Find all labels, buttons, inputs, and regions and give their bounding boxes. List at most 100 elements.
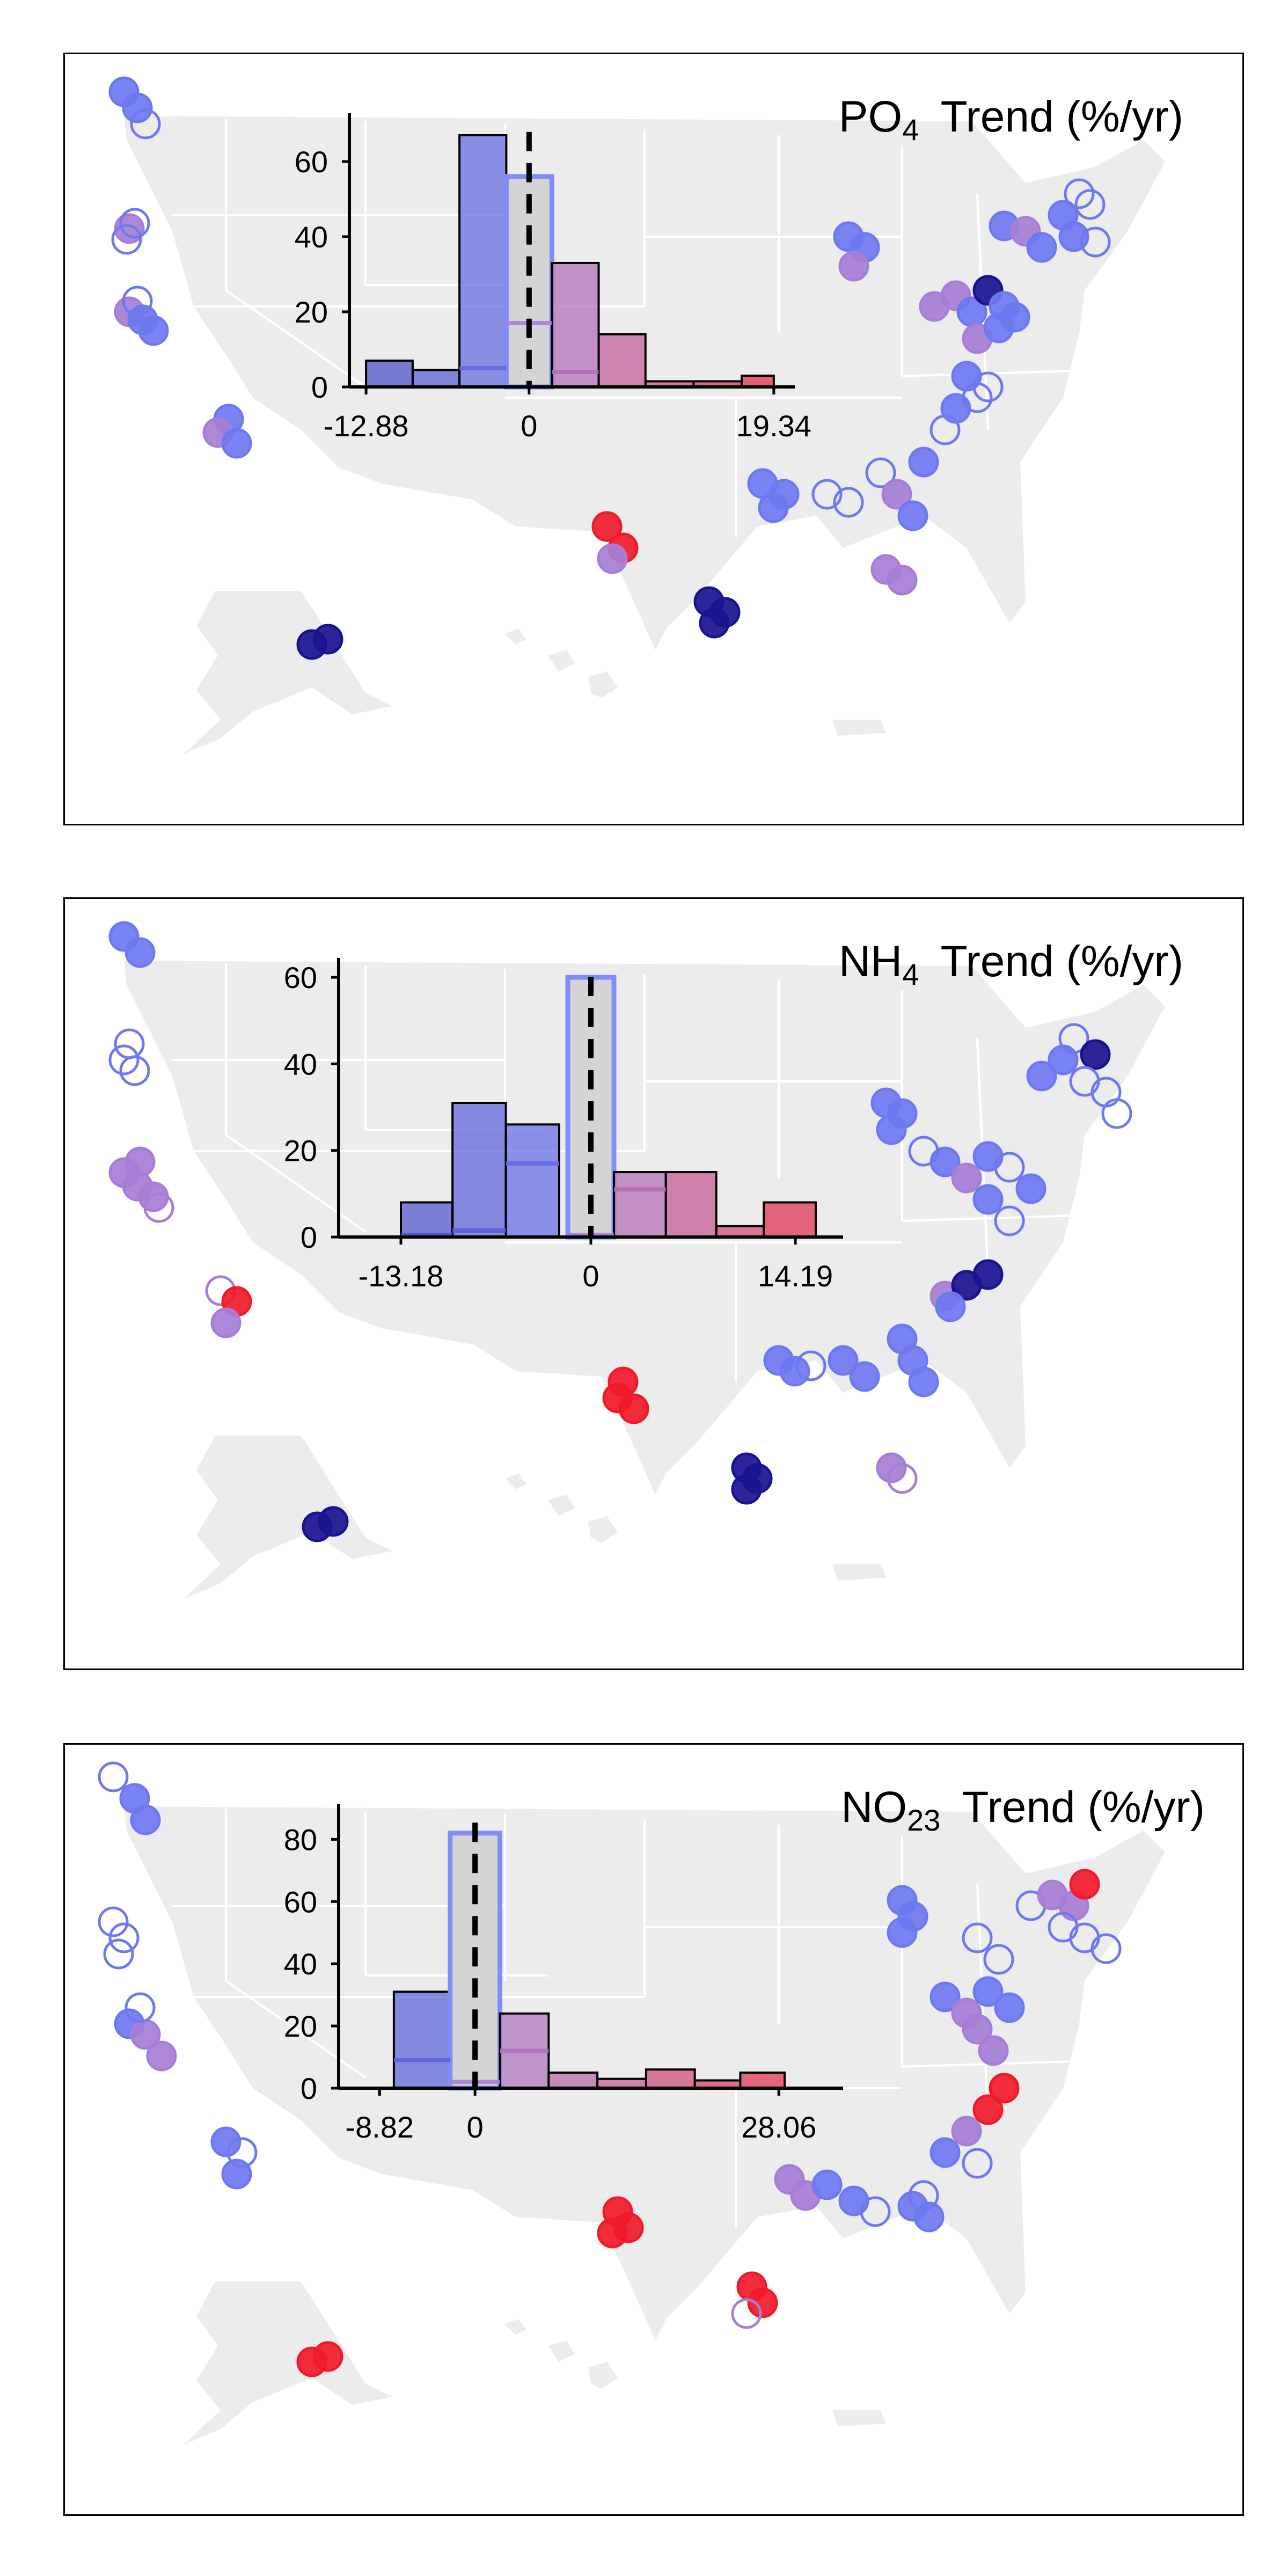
site-dot (887, 1463, 918, 1494)
site-dot (1015, 1173, 1046, 1204)
site-dot (865, 457, 896, 488)
site-dot (1026, 232, 1057, 263)
site-dot (811, 479, 843, 510)
site-dot (119, 208, 150, 239)
x-tick-label: 0 (582, 1259, 599, 1293)
site-dot (908, 1366, 939, 1397)
site-dot (98, 1906, 129, 1937)
site-dot (146, 2040, 177, 2072)
title-no23-sub: 23 (907, 1803, 941, 1837)
site-dot (210, 1307, 241, 1338)
site-dot (731, 1474, 762, 1505)
site-dot (1048, 1044, 1079, 1075)
title-nh4-main: NH (838, 937, 903, 986)
site-dot (597, 2218, 628, 2249)
site-dot (833, 487, 864, 518)
land-hawaii (505, 2319, 618, 2389)
histogram-bar (547, 2072, 599, 2089)
histogram-bar (400, 1201, 454, 1239)
site-dot (994, 1992, 1025, 2023)
site-dot (930, 1981, 961, 2012)
site-dot (699, 608, 730, 639)
site-dot (731, 2298, 762, 2329)
site-dot (962, 2148, 993, 2179)
histogram-bar (365, 360, 414, 388)
site-dot (935, 1291, 966, 1322)
site-dot (881, 479, 912, 510)
site-dot (318, 1506, 349, 1537)
map-po4: 0 20 40 60 -12.88 0 19.34 (108, 76, 1165, 755)
site-dot (143, 1192, 174, 1223)
y-tick-label: 40 (284, 1047, 317, 1081)
site-dot (1080, 1039, 1111, 1070)
site-dot (940, 393, 971, 424)
histogram-bar (645, 2068, 696, 2090)
site-dot (972, 2094, 1004, 2125)
title-nh4-sub: 4 (902, 957, 919, 991)
histogram-bar (597, 333, 647, 388)
y-tick-label: 0 (301, 1220, 317, 1254)
site-dot (597, 543, 628, 574)
title-po4-main: PO (838, 92, 903, 141)
state-border (225, 289, 367, 388)
basemap (124, 1806, 1165, 2445)
y-tick-label: 0 (311, 370, 328, 404)
x-tick-label: 0 (521, 409, 537, 443)
land-puerto-rico (832, 2410, 886, 2426)
site-dot (618, 1393, 649, 1424)
state-border (902, 1214, 1074, 1222)
y-tick-label: 60 (295, 145, 328, 179)
land-alaska (183, 591, 392, 755)
histogram-bar (551, 262, 600, 388)
site-dot (908, 447, 939, 478)
x-tick-label: 0 (467, 2110, 484, 2144)
site-dot (828, 1345, 859, 1376)
site-dot (930, 1146, 961, 1177)
site-dot (887, 1917, 918, 1948)
site-dot (972, 1976, 1004, 2007)
site-dot (108, 1922, 140, 1953)
site-dot (130, 1804, 161, 1835)
state-border (225, 1980, 367, 2079)
land-alaska (183, 2281, 392, 2445)
y-tick-label: 60 (284, 1885, 317, 1919)
panel-no23: 0 20 40 60 80 -8.82 0 28.06 NO23 Trend (%/yr) (63, 1743, 1244, 2516)
land-hawaii (505, 628, 618, 698)
site-dot (221, 428, 252, 459)
site-dot (951, 1162, 982, 1194)
y-tick-label: 60 (284, 961, 317, 994)
histogram-bar (715, 1225, 765, 1238)
site-dot (1058, 1023, 1089, 1054)
title-po4: PO4 Trend (%/yr) (839, 92, 1183, 147)
histogram-inset: 0 20 40 60 -12.88 0 19.34 (295, 113, 811, 443)
basemap (124, 961, 1165, 1599)
site-dot (1069, 1869, 1100, 1900)
histogram-bar (763, 1201, 817, 1239)
map-nh4: 0 20 40 60 -13.18 0 14.19 (108, 921, 1165, 1599)
site-dot (114, 213, 145, 244)
site-dot (838, 251, 869, 282)
title-no23-rest: Trend (%/yr) (962, 1783, 1205, 1832)
land-puerto-rico (832, 720, 886, 736)
site-dot (811, 2169, 843, 2200)
histogram-inset: 0 20 40 60 80 -8.82 0 28.06 (284, 1804, 843, 2144)
site-dot (983, 1944, 1014, 1975)
site-dot (838, 2185, 869, 2216)
site-dot (951, 361, 982, 392)
x-tick-label: 28.06 (741, 2110, 816, 2144)
y-tick-label: 0 (301, 2072, 317, 2105)
state-border (225, 1134, 367, 1233)
y-tick-label: 20 (284, 1134, 317, 1168)
site-dot (994, 1152, 1025, 1183)
site-dot (795, 1350, 826, 1381)
site-dot (860, 2196, 891, 2227)
site-dot (1064, 178, 1095, 209)
site-dot (887, 565, 918, 596)
histogram-inset: 0 20 40 60 -13.18 0 14.19 (284, 958, 843, 1293)
site-dot (122, 92, 153, 123)
site-dot (125, 1992, 156, 2023)
site-dot (103, 1938, 134, 1970)
site-dot (908, 2180, 939, 2211)
site-dot (972, 1184, 1004, 1215)
site-dot (849, 1361, 880, 1392)
